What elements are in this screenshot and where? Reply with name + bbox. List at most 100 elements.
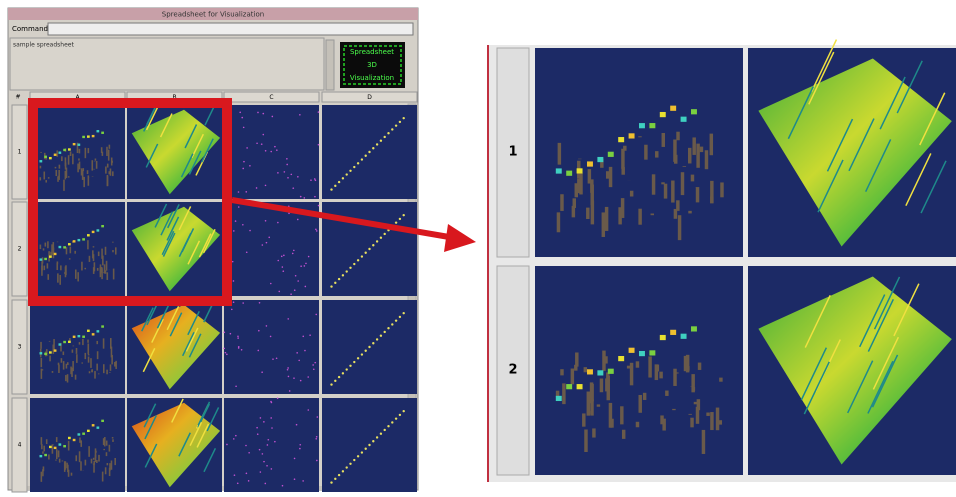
scatter-base bbox=[652, 174, 655, 194]
scatter-base bbox=[75, 375, 77, 380]
scatter-base bbox=[75, 455, 77, 461]
scatter-base bbox=[57, 273, 59, 282]
scatter-base bbox=[103, 364, 105, 373]
matrix-dot bbox=[304, 350, 306, 352]
matrix-dot bbox=[256, 142, 258, 144]
diagonal-dot bbox=[330, 383, 332, 385]
scatter-base bbox=[620, 406, 623, 424]
scatter-base bbox=[691, 175, 694, 182]
diagonal-dot bbox=[387, 132, 389, 134]
matrix-dot bbox=[274, 146, 276, 148]
matrix-dot bbox=[272, 358, 274, 360]
scatter-base bbox=[112, 439, 114, 442]
scatter-base bbox=[59, 165, 61, 169]
scatter-base bbox=[64, 461, 66, 472]
diagonal-dot bbox=[346, 270, 348, 272]
matrix-dot bbox=[281, 256, 283, 258]
scatter-point bbox=[639, 351, 645, 356]
scatter-point bbox=[49, 157, 52, 159]
diagonal-dot bbox=[391, 128, 393, 130]
matrix-dot bbox=[263, 421, 265, 423]
scatter-base bbox=[96, 364, 98, 371]
diagonal-dot bbox=[380, 335, 382, 337]
scatter-base bbox=[587, 392, 590, 416]
diagonal-dot bbox=[357, 455, 359, 457]
scatter-point bbox=[618, 356, 624, 361]
scatter-base bbox=[87, 240, 89, 249]
diagonal-dot bbox=[346, 466, 348, 468]
scatter-base bbox=[61, 156, 63, 161]
matrix-dot bbox=[256, 427, 258, 429]
matrix-dot bbox=[307, 376, 309, 378]
scatter-base bbox=[643, 393, 646, 400]
scatter-base bbox=[79, 342, 81, 344]
scatter-base bbox=[698, 363, 701, 370]
diagonal-dot bbox=[361, 353, 363, 355]
scatter-base bbox=[95, 451, 97, 453]
matrix-dot bbox=[226, 444, 228, 446]
scatter-base bbox=[52, 444, 54, 453]
viz-cell bbox=[224, 202, 319, 296]
diagonal-dot bbox=[387, 425, 389, 427]
matrix-dot bbox=[277, 172, 279, 174]
scatter-base bbox=[76, 348, 78, 354]
diagonal-dot bbox=[330, 285, 332, 287]
scatter-base bbox=[45, 243, 47, 247]
scatter-base bbox=[115, 247, 117, 254]
scatter-base bbox=[110, 364, 112, 370]
scatter-base bbox=[661, 182, 664, 184]
scatter-point bbox=[92, 424, 95, 426]
scatter-base bbox=[63, 351, 65, 355]
matrix-dot bbox=[245, 191, 247, 193]
scatter-point bbox=[608, 369, 614, 374]
scatter-base bbox=[586, 208, 589, 219]
matrix-dot bbox=[223, 331, 225, 333]
matrix-dot bbox=[300, 196, 302, 198]
scatter-base bbox=[105, 247, 107, 255]
scatter-point bbox=[87, 330, 90, 332]
scatter-point bbox=[670, 330, 676, 335]
scatter-base bbox=[109, 468, 111, 476]
diagonal-dot bbox=[380, 433, 382, 435]
scatter-base bbox=[87, 340, 89, 343]
command-input[interactable] bbox=[48, 23, 413, 35]
scatter-base bbox=[96, 161, 98, 169]
matrix-dot bbox=[238, 346, 240, 348]
scatter-base bbox=[716, 408, 719, 431]
scatter-base bbox=[70, 247, 72, 254]
matrix-dot bbox=[284, 171, 286, 173]
scatter-point bbox=[97, 229, 100, 231]
diagonal-dot bbox=[353, 459, 355, 461]
scatter-base bbox=[592, 428, 595, 437]
scatter-point bbox=[40, 352, 43, 354]
scatter-base bbox=[58, 450, 60, 457]
scatter-base bbox=[558, 143, 561, 165]
scatter-base bbox=[700, 147, 703, 152]
scrollbar[interactable] bbox=[326, 40, 334, 90]
scatter-base bbox=[44, 266, 46, 271]
scatter-point bbox=[68, 341, 71, 343]
matrix-dot bbox=[274, 441, 276, 443]
scatter-base bbox=[607, 376, 610, 400]
scatter-base bbox=[673, 369, 676, 386]
scatter-point bbox=[59, 152, 62, 154]
diagonal-dot bbox=[372, 244, 374, 246]
matrix-dot bbox=[312, 364, 314, 366]
matrix-dot bbox=[257, 350, 259, 352]
scatter-base bbox=[605, 207, 608, 231]
scatter-point bbox=[608, 152, 614, 157]
scatter-base bbox=[93, 169, 95, 170]
scatter-base bbox=[600, 379, 603, 393]
matrix-dot bbox=[260, 417, 262, 419]
matrix-dot bbox=[226, 353, 228, 355]
scatter-base bbox=[63, 180, 65, 191]
matrix-dot bbox=[276, 357, 278, 359]
viz-cell bbox=[30, 398, 125, 492]
diagonal-dot bbox=[353, 166, 355, 168]
matrix-dot bbox=[297, 280, 299, 282]
scatter-base bbox=[59, 275, 61, 285]
scatter-base bbox=[40, 166, 42, 169]
scatter-base bbox=[88, 148, 90, 153]
scatter-base bbox=[64, 272, 66, 274]
scatter-base bbox=[676, 200, 679, 211]
